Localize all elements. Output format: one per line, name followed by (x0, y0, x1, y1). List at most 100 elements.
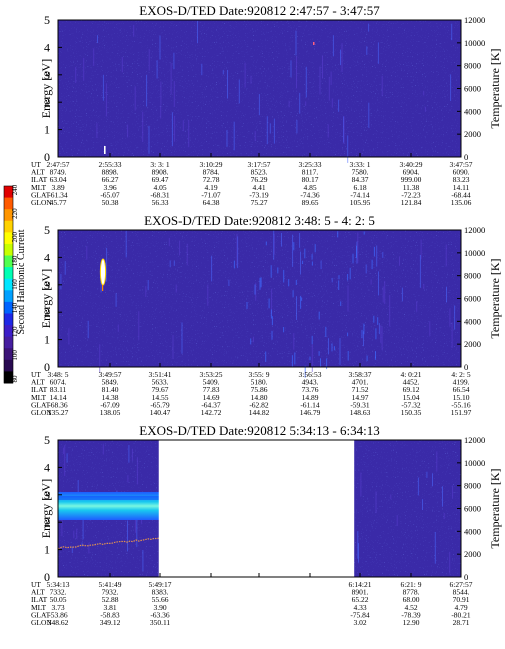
spectrogram-streak (296, 56, 297, 89)
y2-tick-label: 0 (464, 572, 468, 582)
spectrogram-streak (81, 542, 83, 547)
table-cell: 3.02 (353, 618, 366, 627)
spectrogram-streak (451, 322, 453, 348)
y2-tick-label: 2000 (464, 549, 481, 559)
table-cell: -71.07 (201, 190, 221, 199)
colorbar-swatch (4, 301, 13, 314)
spectrogram-streak (255, 282, 257, 301)
spectrogram-streak (265, 351, 267, 362)
colorbar-tick-label: 180 (11, 255, 19, 266)
table-cell: 6.18 (353, 183, 366, 192)
spectrogram-streak (337, 231, 339, 238)
y2-tick-label: 12000 (464, 15, 485, 25)
spectrogram-streak (305, 66, 307, 98)
table-cell: 3:55: 9 (248, 370, 269, 379)
table-cell: 3:48: 5 (47, 370, 68, 379)
spectrogram-streak (338, 275, 340, 280)
table-cell: 4.33 (353, 603, 366, 612)
spectrogram-spike (104, 146, 106, 154)
table-row-label: ILAT (31, 385, 48, 394)
spectrogram-streak (288, 279, 290, 287)
spectrogram-streak (420, 239, 422, 260)
table-cell: 89.65 (302, 198, 319, 207)
table-cell: -68.44 (451, 190, 471, 199)
table-cell: 3:49:57 (99, 370, 122, 379)
spectrogram-streak (451, 23, 453, 41)
table-cell: 6:21: 9 (400, 580, 421, 589)
table-cell: 135.06 (451, 198, 472, 207)
spectrogram-streak (454, 305, 456, 330)
spectrogram-streak (429, 321, 431, 336)
spectrogram-streak (127, 475, 129, 483)
spectrogram-streak (423, 284, 425, 290)
table-cell: -65.07 (100, 190, 120, 199)
table-cell: 14.89 (302, 393, 319, 402)
temperature-trace (57, 536, 179, 550)
spectrogram-streak (233, 121, 235, 151)
spectrogram-streak (375, 351, 376, 358)
table-cell: 7932. (102, 588, 119, 597)
table-cell: 66.27 (102, 175, 119, 184)
spectrogram-streak (293, 242, 295, 251)
table-cell: 5180. (251, 378, 268, 387)
spectrogram-streak (300, 251, 301, 275)
colorbar-tick-label: 220 (11, 208, 19, 219)
colorbar-tick-label: 160 (11, 279, 19, 290)
spectrogram-streak (148, 125, 150, 154)
table-cell: 4701. (352, 378, 369, 387)
spectrogram-streak (341, 43, 343, 73)
table-cell: 135.27 (48, 408, 69, 417)
spectrogram-streak (295, 279, 297, 285)
table-cell: 50.38 (102, 198, 119, 207)
table-cell: 65.22 (352, 595, 369, 604)
y2-tick-label: 0 (464, 362, 468, 372)
spectrogram-streak (142, 550, 144, 572)
y2-tick-label: 2000 (464, 339, 481, 349)
spectrogram-streak (450, 74, 452, 101)
table-cell: 4.52 (404, 603, 417, 612)
y2-tick-label: 6000 (464, 84, 481, 94)
table-cell: 69.47 (152, 175, 169, 184)
spectrogram-streak (68, 328, 70, 345)
spectrogram-streak (378, 271, 379, 296)
table-cell: 2:55:33 (99, 160, 122, 169)
spectrogram-streak (416, 301, 418, 312)
spectrogram-streak (128, 445, 130, 463)
table-row-label: ILAT (31, 595, 48, 604)
table-cell: 8544. (453, 588, 470, 597)
spectrogram-streak (271, 288, 273, 314)
spectrogram-streak (83, 57, 85, 81)
table-cell: -55.16 (451, 400, 471, 409)
spectrogram-streak (121, 57, 123, 73)
colorbar-swatch (4, 313, 13, 326)
spectrogram-streak (417, 477, 419, 496)
colorbar-swatch (4, 220, 13, 233)
spectrogram-streak (171, 112, 173, 147)
spectrogram-streak (270, 309, 272, 319)
table-cell: 73.76 (302, 385, 319, 394)
spectrogram-streak (102, 444, 104, 455)
y-tick-label: 4 (44, 460, 50, 474)
spectrogram-streak (87, 320, 89, 339)
spectrogram-streak (300, 295, 302, 309)
table-cell: 84.37 (352, 175, 369, 184)
spectrogram-streak (361, 329, 363, 339)
spectrogram-streak (295, 30, 297, 56)
spectrogram-streak (281, 233, 282, 247)
spectrogram-streak (270, 265, 272, 278)
spectrogram-streak (173, 260, 175, 266)
spectrogram-streak (277, 267, 279, 274)
spectrogram-streak (147, 280, 149, 291)
table-cell: -64.37 (201, 400, 221, 409)
spectrogram-streak (173, 81, 175, 107)
y2-axis-label: Temperature [K] (488, 468, 502, 548)
table-cell: -78.39 (401, 610, 421, 619)
spectrogram-spike (102, 285, 104, 291)
spectrogram-streak (244, 62, 246, 88)
y2-tick-label: 12000 (464, 435, 485, 445)
spectrogram-streak (326, 358, 328, 370)
spectrogram-streak (142, 111, 144, 142)
table-cell: 121.84 (401, 198, 422, 207)
table-cell: 4199. (453, 378, 470, 387)
table-cell: 8901. (352, 588, 369, 597)
